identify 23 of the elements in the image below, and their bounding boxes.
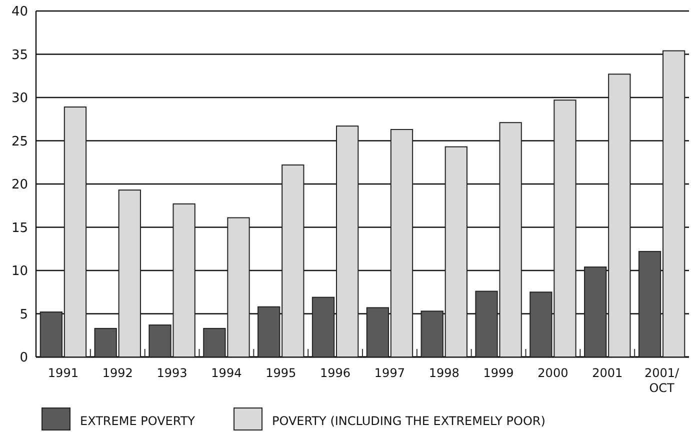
y-tick-label: 15: [11, 220, 28, 236]
y-tick-label: 5: [20, 307, 28, 322]
x-tick-label: 2001: [592, 366, 623, 380]
legend-label: POVERTY (INCLUDING THE EXTREMELY POOR): [272, 414, 546, 428]
x-tick-label: 1996: [320, 366, 351, 380]
y-tick-label: 35: [11, 48, 28, 63]
x-tick-label: 1997: [374, 366, 405, 380]
x-tick-label: 1993: [156, 366, 188, 380]
y-tick-label: 20: [11, 178, 28, 193]
x-tick-label: 1992: [102, 366, 133, 380]
y-tick-label: 25: [11, 134, 28, 150]
y-tick-label: 40: [11, 4, 28, 20]
x-tick-label: 1994: [211, 366, 242, 380]
x-tick-label: 1999: [483, 366, 514, 380]
x-tick-label: 1995: [266, 366, 296, 380]
y-tick-label: 0: [20, 350, 28, 366]
y-tick-label: 30: [11, 91, 28, 106]
x-tick-label: 1991: [48, 366, 78, 380]
legend-label: EXTREME POVERTY: [80, 414, 196, 428]
x-tick-label: 2000: [538, 366, 568, 380]
y-tick-label: 10: [11, 264, 28, 280]
x-tick-label: 1998: [428, 366, 460, 380]
x-tick-label: 2001/ OCT: [644, 366, 680, 395]
